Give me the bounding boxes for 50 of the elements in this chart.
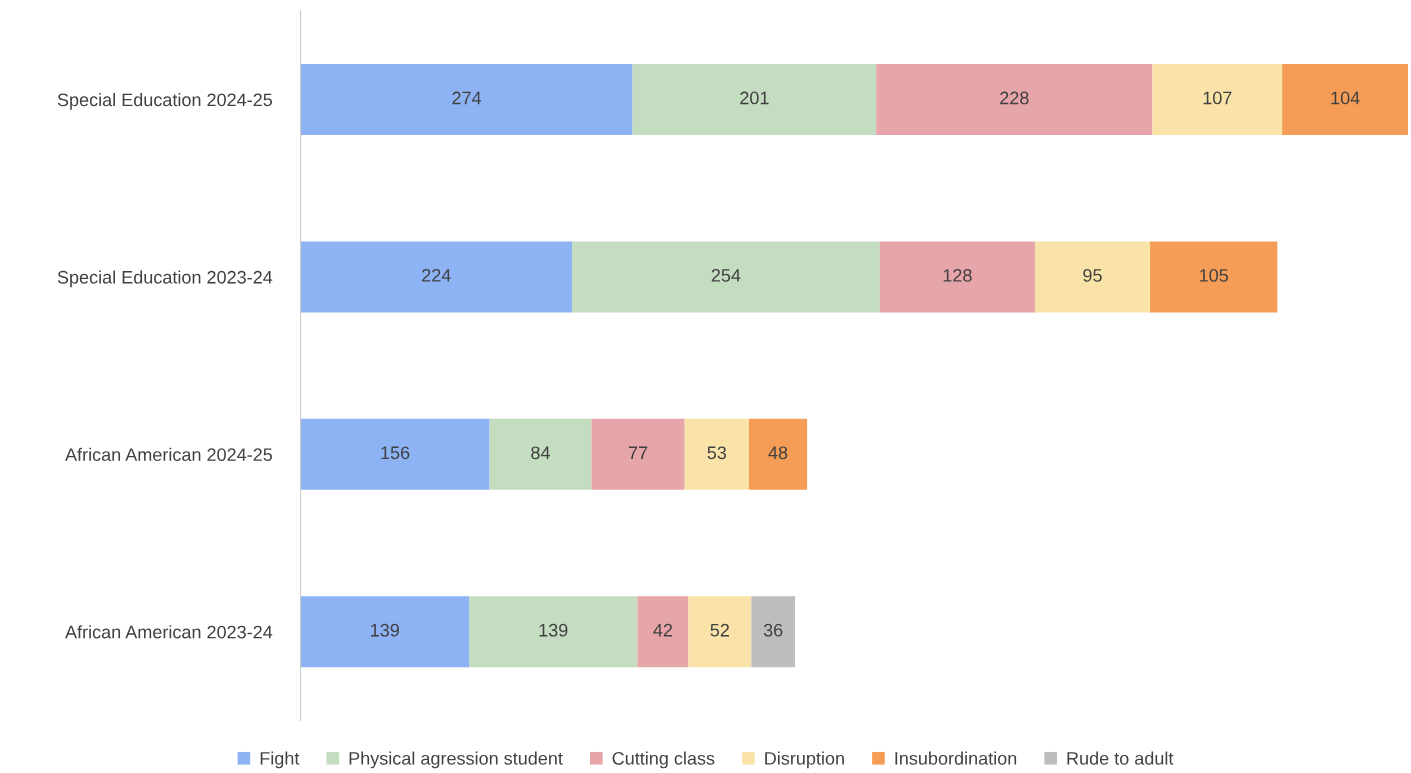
data-label: 36 — [763, 623, 783, 637]
bar — [688, 596, 752, 668]
bar — [684, 418, 749, 490]
bar — [1150, 241, 1278, 313]
y-tick-label: African American 2023-24 — [65, 625, 273, 639]
bar — [300, 241, 572, 313]
data-label: 48 — [768, 446, 788, 460]
data-label: 95 — [1083, 268, 1102, 282]
data-label: 84 — [531, 446, 550, 460]
data-label: 254 — [711, 268, 741, 282]
bar — [751, 596, 795, 668]
data-label: 201 — [740, 91, 769, 105]
data-label: 104 — [1331, 91, 1360, 105]
data-label: 224 — [422, 268, 451, 282]
bar — [637, 596, 689, 668]
y-tick-label: Special Education 2023-24 — [57, 270, 273, 288]
bar — [572, 241, 880, 313]
legend-label: Physical agression student — [349, 751, 563, 769]
data-label: 139 — [371, 623, 399, 637]
data-label: 77 — [628, 446, 648, 459]
bar — [468, 596, 638, 668]
data-label: 139 — [539, 623, 568, 637]
bar — [591, 418, 685, 490]
bar — [876, 64, 1153, 135]
data-label: 107 — [1203, 91, 1232, 105]
legend-label: Disruption — [765, 751, 844, 769]
y-tick-label: African American 2024-25 — [65, 447, 273, 462]
data-label: 156 — [381, 446, 410, 460]
bar — [1152, 64, 1283, 135]
data-label: 105 — [1199, 268, 1228, 282]
data-label: 42 — [653, 623, 673, 637]
data-label: 274 — [452, 91, 482, 105]
legend-label: Cutting class — [612, 751, 715, 769]
data-label: 52 — [710, 623, 729, 637]
data-label: 228 — [1000, 91, 1029, 105]
legend-label: Rude to adult — [1067, 751, 1174, 765]
bar — [489, 418, 592, 490]
data-label: 53 — [707, 446, 727, 460]
legend-label: Fight — [260, 751, 300, 769]
bar — [632, 64, 877, 135]
bar — [1282, 64, 1409, 135]
bar — [748, 418, 808, 490]
data-label: 128 — [943, 268, 972, 282]
bar — [300, 418, 490, 490]
bar — [300, 64, 633, 135]
bar — [879, 241, 1035, 313]
y-tick-label: Special Education 2024-25 — [57, 92, 273, 110]
legend-label: Insubordination — [895, 751, 1017, 765]
bar — [1034, 241, 1151, 313]
bar — [300, 596, 469, 668]
